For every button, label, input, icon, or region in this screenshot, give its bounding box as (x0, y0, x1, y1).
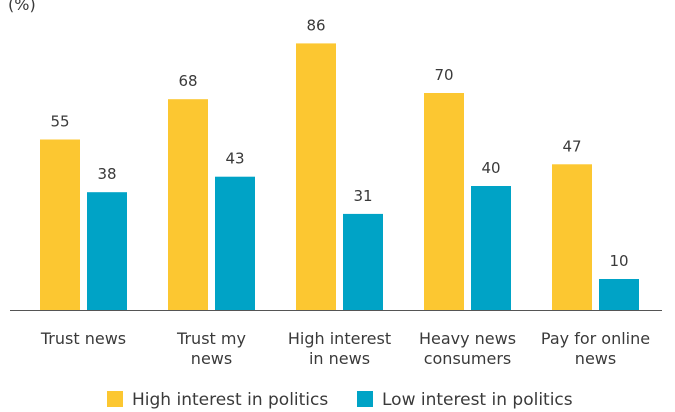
bar-low-interest-2 (215, 176, 255, 310)
value-label-high-5: 47 (562, 137, 581, 155)
y-unit-label: (%) (8, 0, 36, 14)
value-label-high-1: 55 (50, 113, 69, 131)
bars-group (40, 43, 639, 311)
bar-low-interest-1 (87, 192, 127, 310)
bar-high-interest-4 (424, 93, 464, 310)
legend-swatch-low-interest (357, 391, 373, 407)
bar-low-interest-3 (343, 213, 383, 310)
category-labels-group: Trust news Trust my news High interest in ne… (40, 329, 650, 368)
value-label-low-5: 10 (609, 252, 628, 270)
bar-low-interest-5 (599, 279, 639, 310)
value-label-high-3: 86 (306, 16, 325, 34)
category-label-2: Trust my news (176, 329, 246, 368)
value-label-low-3: 31 (353, 187, 372, 205)
bar-high-interest-3 (296, 43, 336, 311)
value-labels-group: 55 38 68 43 86 31 70 40 47 10 (50, 16, 628, 270)
bar-high-interest-1 (40, 139, 80, 310)
value-label-high-4: 70 (434, 66, 453, 84)
bar-high-interest-5 (552, 164, 592, 310)
value-label-low-1: 38 (97, 165, 116, 183)
legend-swatch-high-interest (107, 391, 123, 407)
legend-label-high-interest: High interest in politics (132, 390, 328, 410)
value-label-low-2: 43 (225, 150, 244, 168)
legend-label-low-interest: Low interest in politics (382, 390, 573, 410)
category-label-1: Trust news (40, 329, 126, 348)
value-label-high-2: 68 (178, 72, 197, 90)
category-label-3: High interest in news (288, 329, 391, 368)
bar-low-interest-4 (471, 186, 511, 310)
category-label-4: Heavy news consumers (419, 329, 516, 368)
bar-high-interest-2 (168, 99, 208, 310)
category-label-5: Pay for online news (541, 329, 650, 368)
value-label-low-4: 40 (481, 159, 500, 177)
legend: High interest in politics Low interest in… (107, 390, 573, 410)
